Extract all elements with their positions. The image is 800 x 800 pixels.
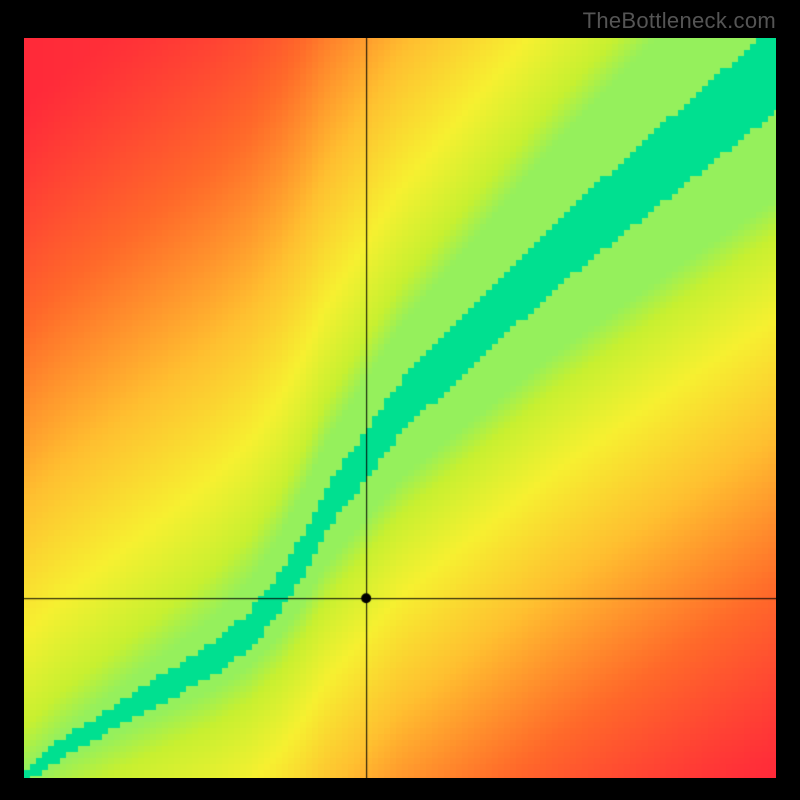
bottleneck-heatmap	[24, 38, 776, 778]
heatmap-container	[24, 38, 776, 778]
watermark-text: TheBottleneck.com	[583, 8, 776, 34]
